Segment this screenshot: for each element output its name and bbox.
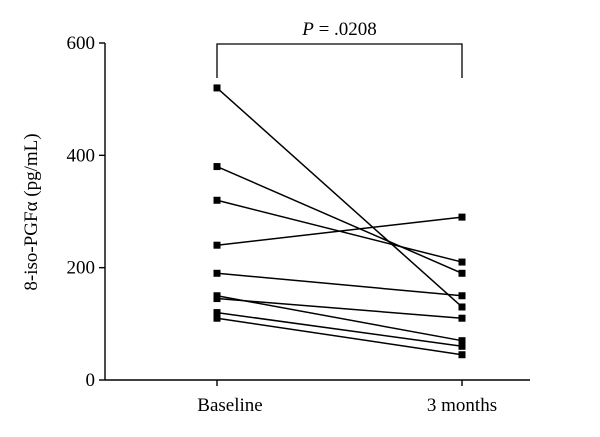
data-point-marker (458, 258, 466, 266)
data-point-marker (458, 292, 466, 300)
series-subject-5 (213, 269, 466, 300)
series-line (216, 216, 463, 246)
y-ticks: 0 200 400 600 (67, 33, 105, 391)
data-point-marker (213, 309, 221, 317)
series-subject-8 (213, 309, 466, 350)
data-point-marker (213, 314, 221, 322)
series-subject-2 (213, 163, 466, 277)
series-line (216, 165, 463, 274)
x-category-label: Baseline (197, 395, 262, 416)
axes (104, 43, 530, 381)
y-tick-label: 0 (86, 370, 96, 391)
y-tick-label: 600 (67, 33, 96, 54)
series-line (216, 272, 463, 297)
series-subject-1 (213, 84, 466, 311)
series-line (216, 297, 463, 319)
series-line (216, 295, 463, 342)
series-line (216, 87, 463, 308)
data-point-marker (458, 314, 466, 322)
data-point-marker (458, 213, 466, 221)
y-tick-label: 400 (67, 145, 96, 166)
data-point-marker (458, 351, 466, 359)
data-point-marker (458, 303, 466, 311)
p-value-annotation: P = .0208 (301, 19, 377, 40)
data-point-marker (213, 163, 221, 171)
data-point-marker (458, 342, 466, 350)
y-axis-label: 8-iso-PGFα (pg/mL) (21, 133, 42, 290)
series-subject-7 (213, 295, 466, 322)
data-point-marker (213, 241, 221, 249)
series-line (216, 317, 463, 356)
data-point-marker (213, 196, 221, 204)
data-point-marker (458, 269, 466, 277)
data-point-marker (213, 269, 221, 277)
series-line (216, 311, 463, 348)
series-subject-9 (213, 314, 466, 359)
p-symbol: P (301, 19, 314, 40)
x-category-label: 3 months (427, 395, 497, 416)
x-ticks: Baseline 3 months (197, 380, 497, 416)
p-value: = .0208 (314, 19, 377, 40)
significance-bracket: P = .0208 (216, 19, 463, 78)
data-series (213, 84, 466, 359)
bracket-line (216, 43, 463, 78)
data-point-marker (458, 337, 466, 345)
data-point-marker (213, 295, 221, 303)
data-point-marker (213, 84, 221, 92)
y-tick-label: 200 (67, 258, 96, 279)
series-subject-4 (213, 213, 466, 249)
